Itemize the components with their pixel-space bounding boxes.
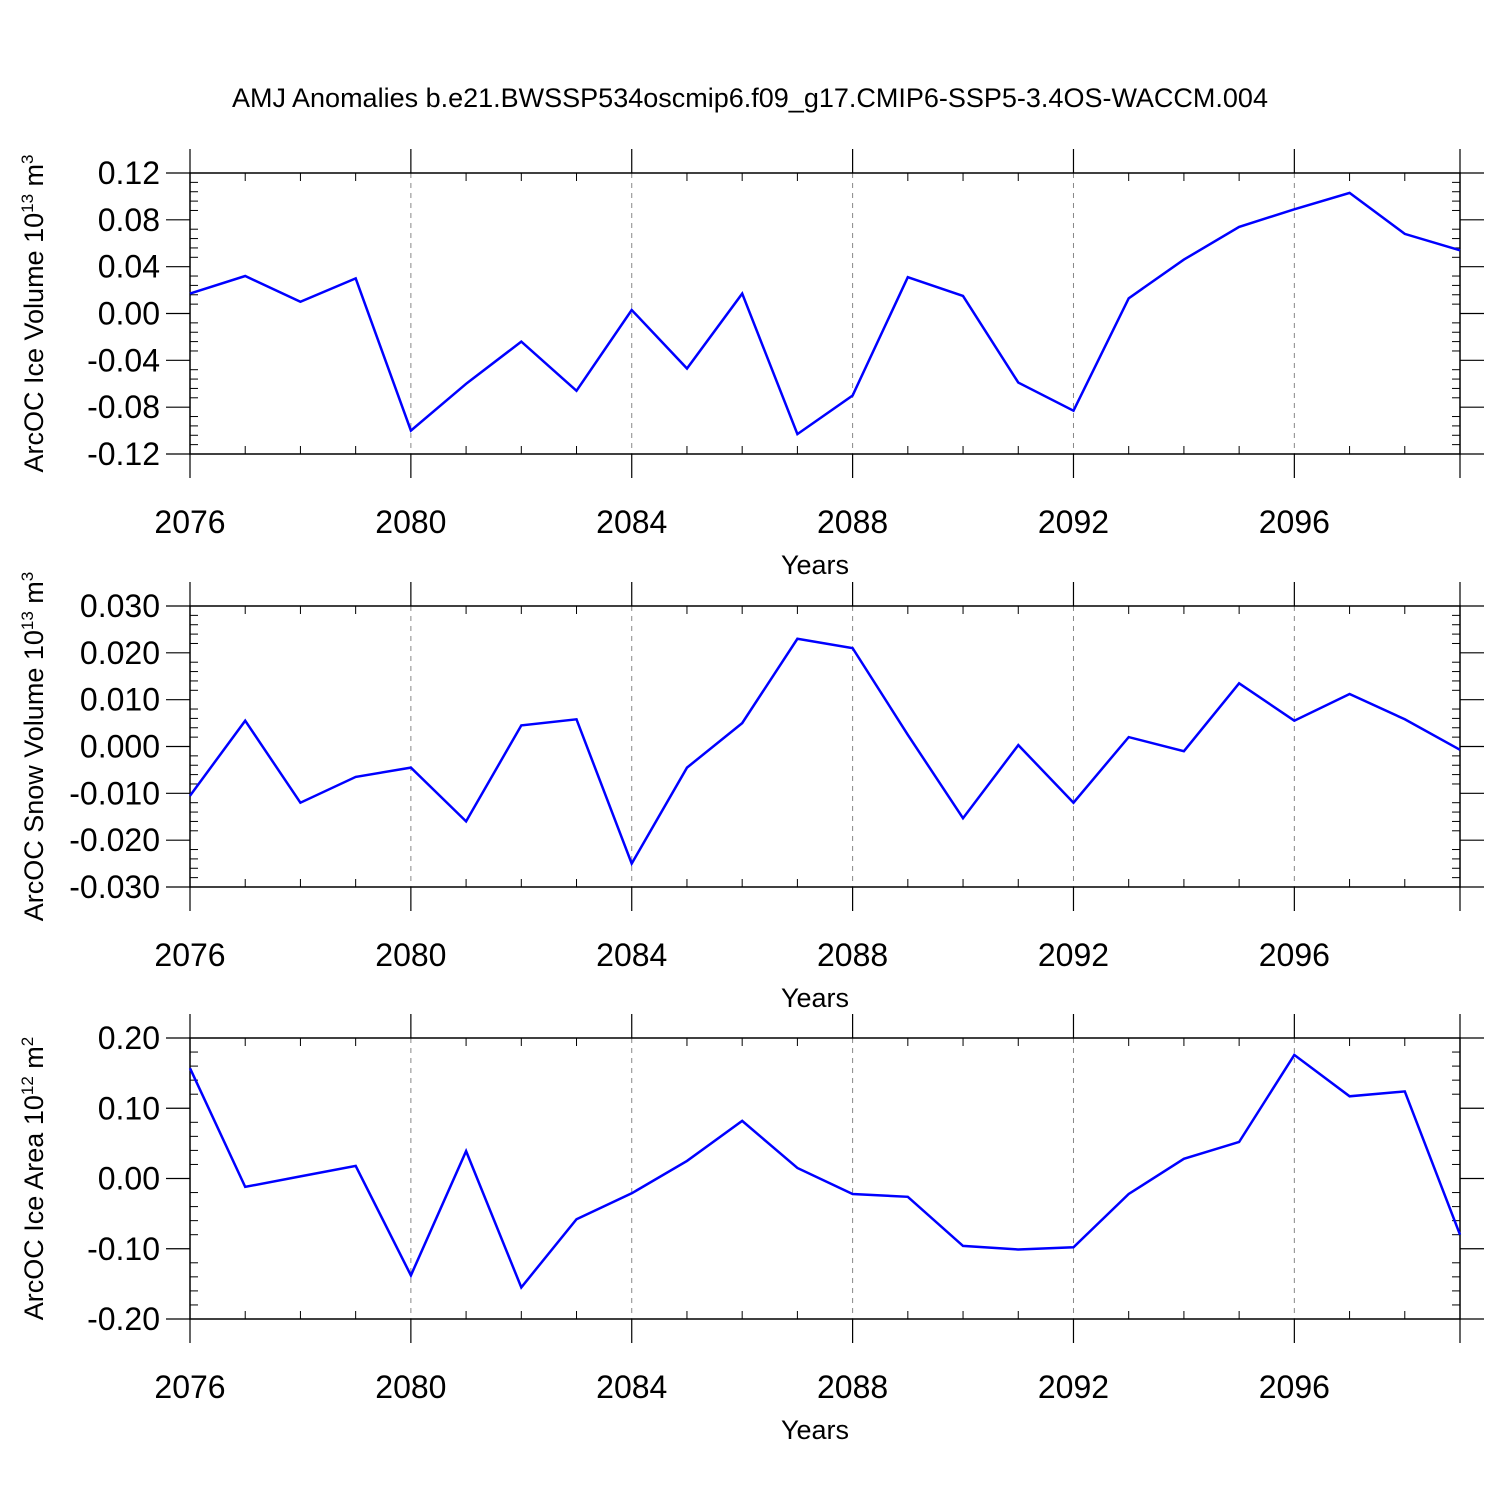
y-axis-label-unit_exp: 3 bbox=[18, 154, 37, 163]
x-tick-label: 2092 bbox=[1038, 937, 1109, 973]
figure-title: AMJ Anomalies b.e21.BWSSP534oscmip6.f09_… bbox=[232, 83, 1268, 113]
x-tick-label: 2080 bbox=[375, 1369, 446, 1405]
y-tick-label: 0.12 bbox=[98, 155, 160, 191]
x-tick-label: 2084 bbox=[596, 504, 667, 540]
y-axis-label: ArcOC Ice Volume 1013 m3 bbox=[18, 154, 49, 472]
y-axis-label-unit: m bbox=[19, 581, 49, 611]
plot-frame bbox=[189, 1037, 1461, 1320]
y-axis-label-exp: 13 bbox=[18, 194, 37, 213]
y-tick-label: 0.010 bbox=[80, 682, 160, 718]
y-tick-label: 0.020 bbox=[80, 635, 160, 671]
x-tick-label: 2076 bbox=[154, 937, 225, 973]
x-tick-label: 2092 bbox=[1038, 504, 1109, 540]
y-tick-label: -0.08 bbox=[87, 389, 160, 425]
y-tick-label: 0.04 bbox=[98, 249, 160, 285]
x-axis-label: Years bbox=[781, 550, 849, 580]
y-tick-label: 0.030 bbox=[80, 588, 160, 624]
y-tick-label: -0.04 bbox=[87, 342, 160, 378]
y-tick-label: 0.00 bbox=[98, 1161, 160, 1197]
x-tick-label: 2096 bbox=[1259, 504, 1330, 540]
series-line bbox=[188, 1053, 1462, 1290]
y-axis-label-exp: 13 bbox=[18, 611, 37, 630]
x-tick-label: 2076 bbox=[154, 1369, 225, 1405]
y-axis-label: ArcOC Ice Area 1012 m2 bbox=[18, 1037, 49, 1321]
x-axis-label: Years bbox=[781, 1415, 849, 1445]
y-tick-label: -0.12 bbox=[87, 436, 160, 472]
x-tick-label: 2084 bbox=[596, 937, 667, 973]
y-axis-label: ArcOC Snow Volume 1013 m3 bbox=[18, 572, 49, 922]
x-tick-label: 2088 bbox=[817, 504, 888, 540]
y-axis-label-prefix: ArcOC Ice Volume 10 bbox=[19, 213, 49, 473]
y-axis-label-exp: 12 bbox=[18, 1076, 37, 1095]
x-tick-label: 2096 bbox=[1259, 1369, 1330, 1405]
y-tick-label: 0.08 bbox=[98, 202, 160, 238]
y-tick-label: 0.000 bbox=[80, 729, 160, 765]
x-tick-label: 2092 bbox=[1038, 1369, 1109, 1405]
panels: 2076 2080 2084 2088 2092 2096 -0.12 -0.08 -0.04 0… bbox=[18, 149, 1484, 1445]
panel-1: 2076 2080 2084 2088 2092 2096 -0.12 -0.08 -0.04 0… bbox=[18, 149, 1484, 580]
y-tick-label: -0.10 bbox=[87, 1231, 160, 1267]
series-line bbox=[189, 191, 1461, 437]
y-axis-label-prefix: ArcOC Ice Area 10 bbox=[19, 1095, 49, 1320]
y-axis-label-unit_exp: 3 bbox=[18, 572, 37, 581]
y-tick-label: -0.030 bbox=[69, 869, 160, 905]
x-tick-label: 2096 bbox=[1259, 937, 1330, 973]
x-tick-label: 2080 bbox=[375, 504, 446, 540]
x-tick-label: 2084 bbox=[596, 1369, 667, 1405]
panel-3: 2076 2080 2084 2088 2092 2096 -0.20 -0.10 0.00 0.… bbox=[18, 1014, 1484, 1445]
x-tick-label: 2080 bbox=[375, 937, 446, 973]
y-tick-label: 0.00 bbox=[98, 296, 160, 332]
x-tick-label: 2088 bbox=[817, 1369, 888, 1405]
x-tick-label: 2076 bbox=[154, 504, 225, 540]
y-tick-label: -0.20 bbox=[87, 1301, 160, 1337]
y-axis-label-unit: m bbox=[19, 164, 49, 194]
y-axis-label-prefix: ArcOC Snow Volume 10 bbox=[19, 630, 49, 921]
plot-frame bbox=[189, 605, 1461, 888]
y-tick-label: -0.010 bbox=[69, 775, 160, 811]
series-line bbox=[188, 637, 1461, 867]
x-tick-label: 2088 bbox=[817, 937, 888, 973]
y-tick-label: -0.020 bbox=[69, 822, 160, 858]
plot-frame bbox=[189, 172, 1461, 455]
y-axis-label-unit: m bbox=[19, 1046, 49, 1076]
y-axis-label-unit_exp: 2 bbox=[18, 1037, 37, 1046]
y-tick-label: 0.10 bbox=[98, 1090, 160, 1126]
y-tick-label: 0.20 bbox=[98, 1020, 160, 1056]
panel-2: 2076 2080 2084 2088 2092 2096 -0.030 -0.020 -0.0… bbox=[18, 572, 1484, 1013]
x-axis-label: Years bbox=[781, 983, 849, 1013]
